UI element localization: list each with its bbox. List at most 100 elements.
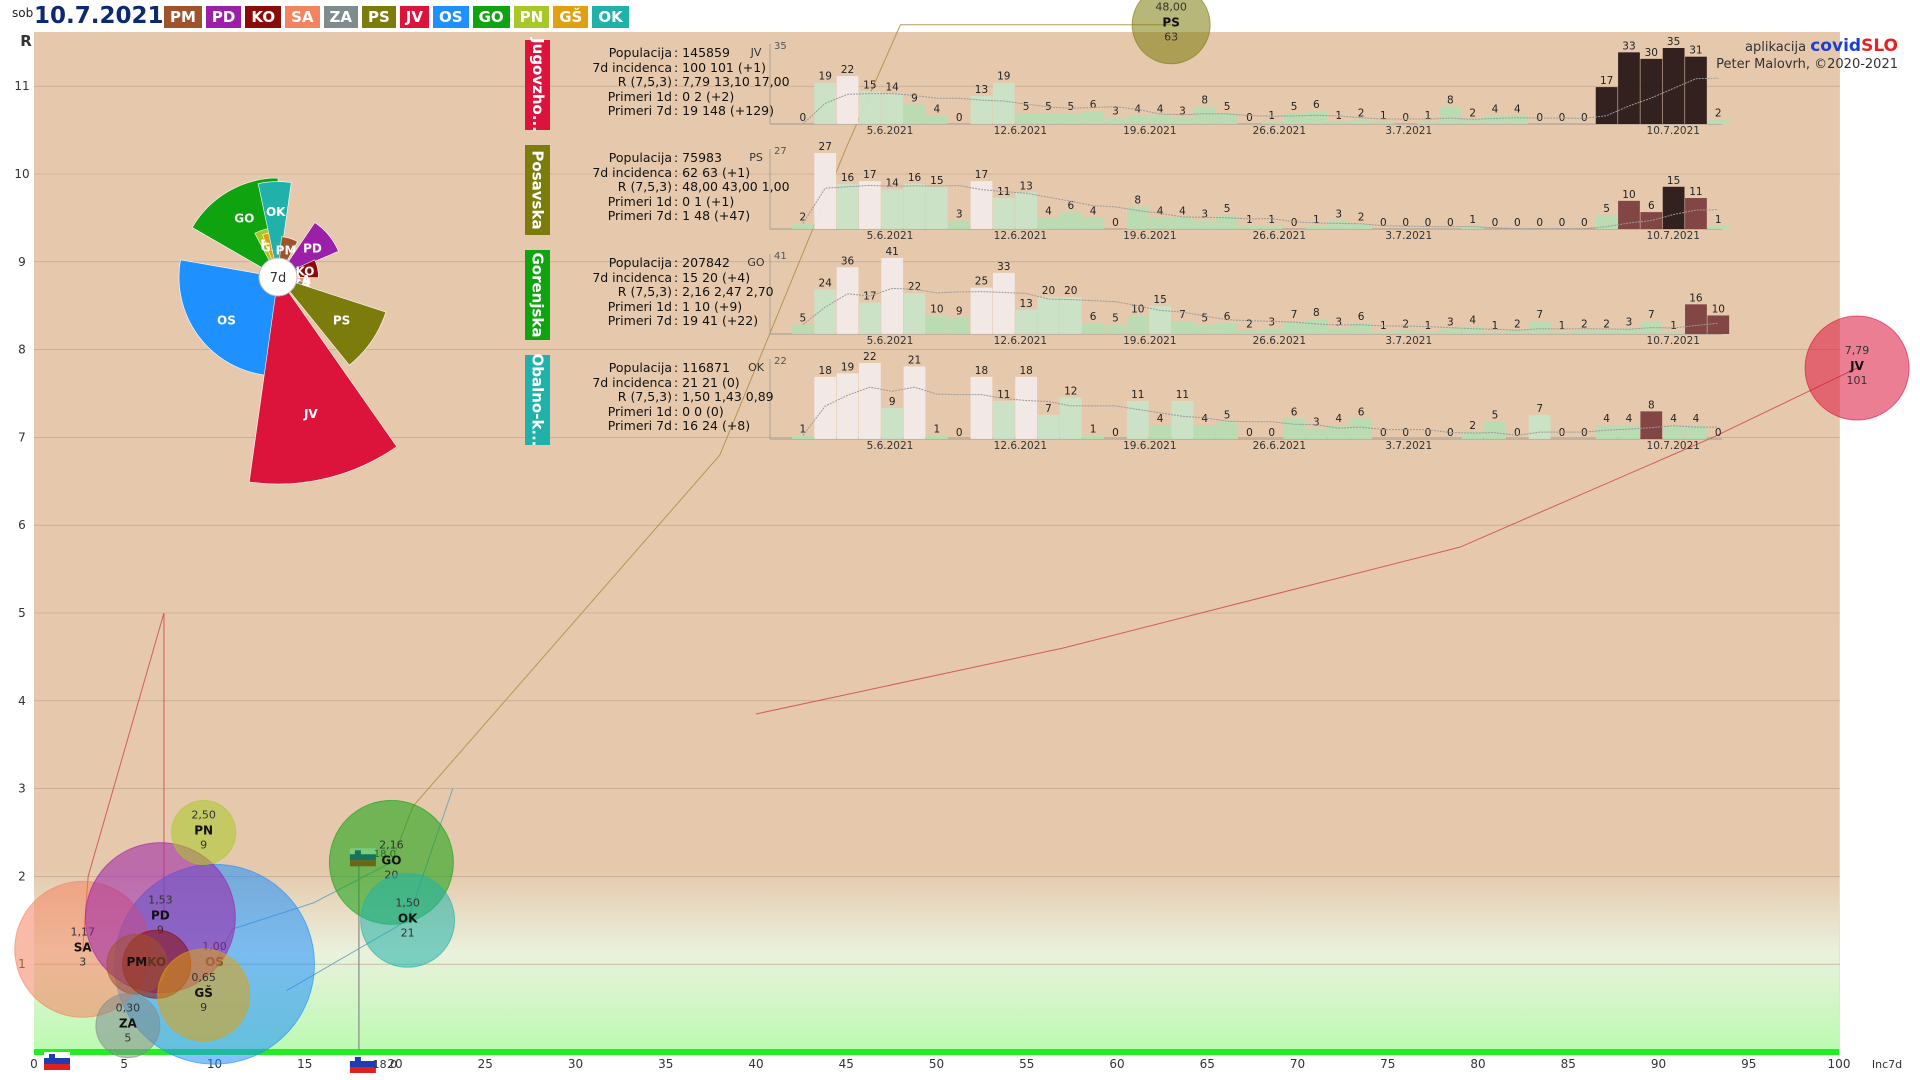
stat-value: : 62 63 (+1) — [674, 164, 751, 180]
bar — [1707, 315, 1730, 334]
bar-date-label: 10.7.2021 — [1647, 230, 1700, 242]
y-tick-label: 2 — [18, 869, 26, 883]
stat-key: Populacija — [608, 45, 672, 60]
bar-ymax-label: 27 — [774, 146, 787, 157]
stat-row: R (7,5,3): 48,00 43,00 1,00 — [559, 180, 790, 195]
stat-key: R (7,5,3) — [617, 179, 672, 195]
stat-value: : 207842 — [674, 255, 730, 270]
bar — [948, 317, 971, 334]
stat-key: Primeri 1d — [607, 298, 672, 314]
bar-value-label: 12 — [1064, 386, 1077, 398]
stat-key: Populacija — [608, 360, 672, 375]
bar-date-label: 3.7.2021 — [1385, 230, 1432, 242]
bar — [1707, 119, 1730, 124]
legend-tag-sa: SA — [285, 6, 320, 28]
region-stats: Populacija: 116871 7d incidenca: 21 21 (0… — [559, 360, 773, 434]
stat-key: 7d incidenca — [592, 374, 672, 390]
bar-value-label: 4 — [1157, 413, 1164, 425]
bar — [1104, 324, 1127, 334]
bar-value-label: 6 — [1067, 200, 1074, 212]
bar — [1305, 319, 1328, 334]
bubble-r-label: 1,50 — [395, 896, 420, 909]
region-stats: Populacija: 145859 7d incidenca: 100 101 … — [559, 45, 790, 119]
bar-chart-ok: OK 22 1 18 19 22 9 21 1 0 18 11 18 7 12 1 0 11 4 11 4 5 0 0 6 3 4 6… — [748, 351, 1722, 452]
bar — [1417, 121, 1439, 124]
stat-value: : 1 48 (+47) — [674, 208, 751, 224]
bar-value-label: 11 — [1689, 186, 1702, 198]
bar — [1283, 113, 1305, 124]
region-name-label: Obalno-k... — [525, 353, 550, 447]
bar-value-label: 41 — [885, 246, 898, 258]
bar-value-label: 2 — [1469, 108, 1476, 120]
bar-value-label: 0 — [1402, 217, 1409, 229]
bubble-inc-label: 3 — [79, 955, 86, 968]
bar — [1126, 206, 1149, 229]
bar-value-label: 3 — [1626, 316, 1633, 328]
y-tick-label: 10 — [14, 167, 29, 181]
bar-value-label: 6 — [1224, 311, 1231, 323]
bar — [970, 181, 993, 229]
bar-date-label: 10.7.2021 — [1647, 440, 1700, 452]
bar-value-label: 11 — [1131, 389, 1144, 401]
bar — [1149, 115, 1171, 124]
legend-tag-ok: OK — [592, 6, 629, 28]
bar — [992, 82, 1015, 124]
bar-value-label: 0 — [1112, 217, 1119, 229]
stat-value: : 21 21 (0) — [674, 374, 740, 390]
x-tick-label: 40 — [748, 1057, 763, 1071]
bar — [1149, 306, 1171, 334]
bar — [992, 272, 1015, 334]
bar — [814, 376, 837, 439]
bar — [881, 93, 904, 124]
x-tick-label: 85 — [1561, 1057, 1576, 1071]
x-tick-label: 70 — [1290, 1057, 1305, 1071]
bubble-r-label: 2,16 — [379, 838, 404, 851]
bar-value-label: 6 — [1358, 311, 1365, 323]
bar — [1260, 226, 1283, 229]
bar — [1551, 332, 1573, 334]
bar-moving-average — [802, 77, 1719, 125]
bar — [1618, 328, 1640, 334]
bar-value-label: 4 — [1179, 206, 1186, 218]
bar-value-label: 1 — [1425, 110, 1432, 122]
bar — [1015, 376, 1038, 439]
bar — [1171, 321, 1194, 334]
slovenia-x-label: 18.0 — [373, 1058, 398, 1071]
legend-tag-jv: JV — [399, 6, 429, 28]
bar — [1082, 322, 1105, 334]
bar-date-label: 12.6.2021 — [994, 440, 1047, 452]
stat-row: Primeri 7d: 19 148 (+129) — [559, 104, 790, 119]
bar-value-label: 1 — [1559, 320, 1566, 332]
stat-value: : 0 2 (+2) — [674, 88, 735, 104]
stat-value: : 2,16 2,47 2,70 — [674, 284, 774, 300]
stat-row: Populacija: 207842 — [559, 255, 774, 271]
bar-value-label: 4 — [1626, 413, 1633, 425]
bar-value-label: 0 — [1492, 217, 1499, 229]
bar-value-label: 1 — [1492, 320, 1499, 332]
bar-date-label: 26.6.2021 — [1253, 335, 1306, 347]
app-credit: aplikacija covidSLO Peter Malovrh, ©2020… — [1716, 38, 1898, 73]
bar — [858, 91, 881, 124]
trajectory-line — [755, 367, 1858, 715]
bar-value-label: 0 — [1380, 217, 1387, 229]
bubble-code-label: PS — [1162, 16, 1179, 30]
stat-row: Primeri 1d: 1 10 (+9) — [559, 298, 774, 315]
y-tick-label: 11 — [14, 79, 29, 93]
stat-value: : 19 41 (+22) — [674, 313, 759, 329]
stat-key: Primeri 7d — [607, 208, 672, 224]
bar — [1037, 296, 1060, 334]
bar — [1193, 425, 1216, 439]
bar-value-label: 14 — [885, 82, 899, 94]
bar-value-label: 2 — [1603, 318, 1610, 330]
x-tick-label: 45 — [839, 1057, 854, 1071]
bar-value-label: 4 — [933, 103, 940, 115]
bar-value-label: 0 — [1291, 217, 1298, 229]
region-stats: Populacija: 207842 7d incidenca: 15 20 (+… — [559, 255, 774, 329]
bubble-code-label: JV — [1849, 359, 1864, 373]
bar — [1305, 110, 1328, 124]
bubble-inc-label: 5 — [124, 1032, 131, 1045]
bar-value-label: 4 — [1603, 413, 1610, 425]
slovenia-flag-icon — [44, 1052, 70, 1070]
